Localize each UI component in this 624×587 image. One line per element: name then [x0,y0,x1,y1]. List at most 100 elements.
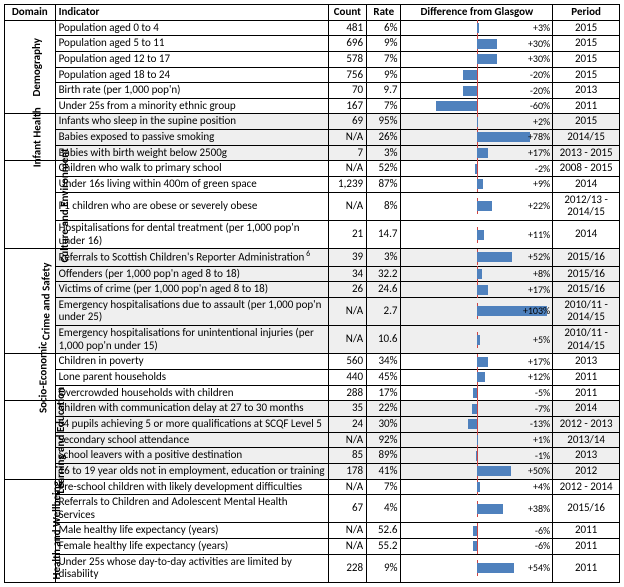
period-cell: 2015/16 [553,249,620,266]
diff-cell: -2% [401,161,553,177]
table-row: Birth rate (per 1,000 pop'n)709.7-20%201… [5,83,620,99]
domain-label: Health and Wellbeing [51,482,64,580]
diff-label: +30% [528,37,550,51]
rate-cell: 2.7 [367,297,401,325]
period-cell: 2011 [553,523,620,539]
diff-bar [477,39,498,49]
indicator-cell: Infants who sleep in the supine position [55,114,328,130]
diff-label: +30% [528,52,550,66]
diff-bar [468,419,477,429]
table-row: S4 pupils achieving 5 or more qualificat… [5,416,620,432]
period-cell: 2015/16 [553,282,620,298]
table-row: P1 children who are obese or severely ob… [5,192,620,220]
rate-cell: 52% [367,161,401,177]
table-row: Population aged 5 to 116969%+30%2015 [5,36,620,52]
period-cell: 2013 - 2015 [553,145,620,161]
count-cell: N/A [328,523,366,539]
count-cell: N/A [328,432,366,448]
diff-label: -1% [535,449,550,463]
domain-label: Socio-Economic [37,342,50,413]
table-row: Babies with birth weight below 2500g73%+… [5,145,620,161]
indicator-cell: Male healthy life expectancy (years) [55,523,328,539]
diff-cell: +9% [401,177,553,193]
count-cell: 481 [328,20,366,36]
axis-line [477,416,478,432]
period-cell: 2012 - 2013 [553,416,620,432]
axis-line [477,401,478,417]
indicator-cell: Population aged 18 to 24 [55,67,328,83]
domain-label: Demography [31,38,44,96]
diff-label: +4% [533,480,550,494]
diff-label: -6% [535,539,550,553]
period-cell: 2015 [553,20,620,36]
period-cell: 2013 [553,83,620,99]
diff-cell: -6% [401,539,553,555]
rate-cell: 10.6 [367,326,401,354]
diff-label: +12% [528,370,550,384]
diff-cell: +54% [401,554,553,582]
diff-label: +38% [528,502,550,516]
rate-cell: 9% [367,554,401,582]
diff-cell: +2% [401,114,553,130]
period-cell: 2013 [553,354,620,370]
table-row: Offenders (per 1,000 pop'n aged 8 to 18)… [5,266,620,282]
count-cell: 69 [328,114,366,130]
diff-label: -5% [535,386,550,400]
rate-cell: 4% [367,495,401,523]
indicator-cell: Babies exposed to passive smoking [55,130,328,146]
count-cell: 1,239 [328,177,366,193]
table-row: Crime and SafetyReferrals to Scottish Ch… [5,249,620,266]
count-cell: N/A [328,539,366,555]
diff-cell: +17% [401,354,553,370]
count-cell: N/A [328,161,366,177]
diff-cell: +5% [401,326,553,354]
count-cell: 167 [328,98,366,114]
count-cell: 560 [328,354,366,370]
rate-cell: 87% [367,177,401,193]
axis-line [477,98,478,114]
table-row: School leavers with a positive destinati… [5,448,620,464]
header-row: Domain Indicator Count Rate Difference f… [5,5,620,21]
rate-cell: 22% [367,401,401,417]
domain-cell: Health and Wellbeing [5,479,56,582]
indicator-cell: Female healthy life expectancy (years) [55,539,328,555]
count-cell: 578 [328,51,366,67]
diff-cell: -7% [401,401,553,417]
indicator-cell: P1 children who are obese or severely ob… [55,192,328,220]
indicator-cell: Children with communication delay at 27 … [55,401,328,417]
period-cell: 2010/11 - 2014/15 [553,326,620,354]
table-row: Infant HealthInfants who sleep in the su… [5,114,620,130]
header-indicator: Indicator [55,5,328,21]
indicator-cell: School leavers with a positive destinati… [55,448,328,464]
indicator-cell: Offenders (per 1,000 pop'n aged 8 to 18) [55,266,328,282]
period-cell: 2014 [553,177,620,193]
rate-cell: 7% [367,98,401,114]
table-row: Culture and EnvironmentChildren who walk… [5,161,620,177]
diff-bar [477,179,483,189]
period-cell: 2011 [553,554,620,582]
domain-label: Learning and Education [55,387,68,494]
count-cell: 24 [328,416,366,432]
count-cell: N/A [328,192,366,220]
diff-label: +17% [528,146,550,160]
indicator-cell: Babies with birth weight below 2500g [55,145,328,161]
table-row: Secondary school attendanceN/A92%+1%2013… [5,432,620,448]
indicator-cell: Victims of crime (per 1,000 pop'n aged 8… [55,282,328,298]
table-row: Under 16s living within 400m of green sp… [5,177,620,193]
diff-label: -13% [530,417,550,431]
header-rate: Rate [367,5,401,21]
diff-label: +11% [528,228,550,242]
axis-line [477,385,478,401]
diff-label: -20% [530,84,550,98]
header-count: Count [328,5,366,21]
diff-bar [477,117,478,127]
header-domain: Domain [5,5,56,21]
diff-label: +50% [528,464,550,478]
rate-cell: 55.2 [367,539,401,555]
count-cell: 26 [328,282,366,298]
count-cell: 70 [328,83,366,99]
diff-bar [477,269,482,279]
period-cell: 2011 [553,385,620,401]
period-cell: 2015/16 [553,266,620,282]
axis-line [477,83,478,99]
